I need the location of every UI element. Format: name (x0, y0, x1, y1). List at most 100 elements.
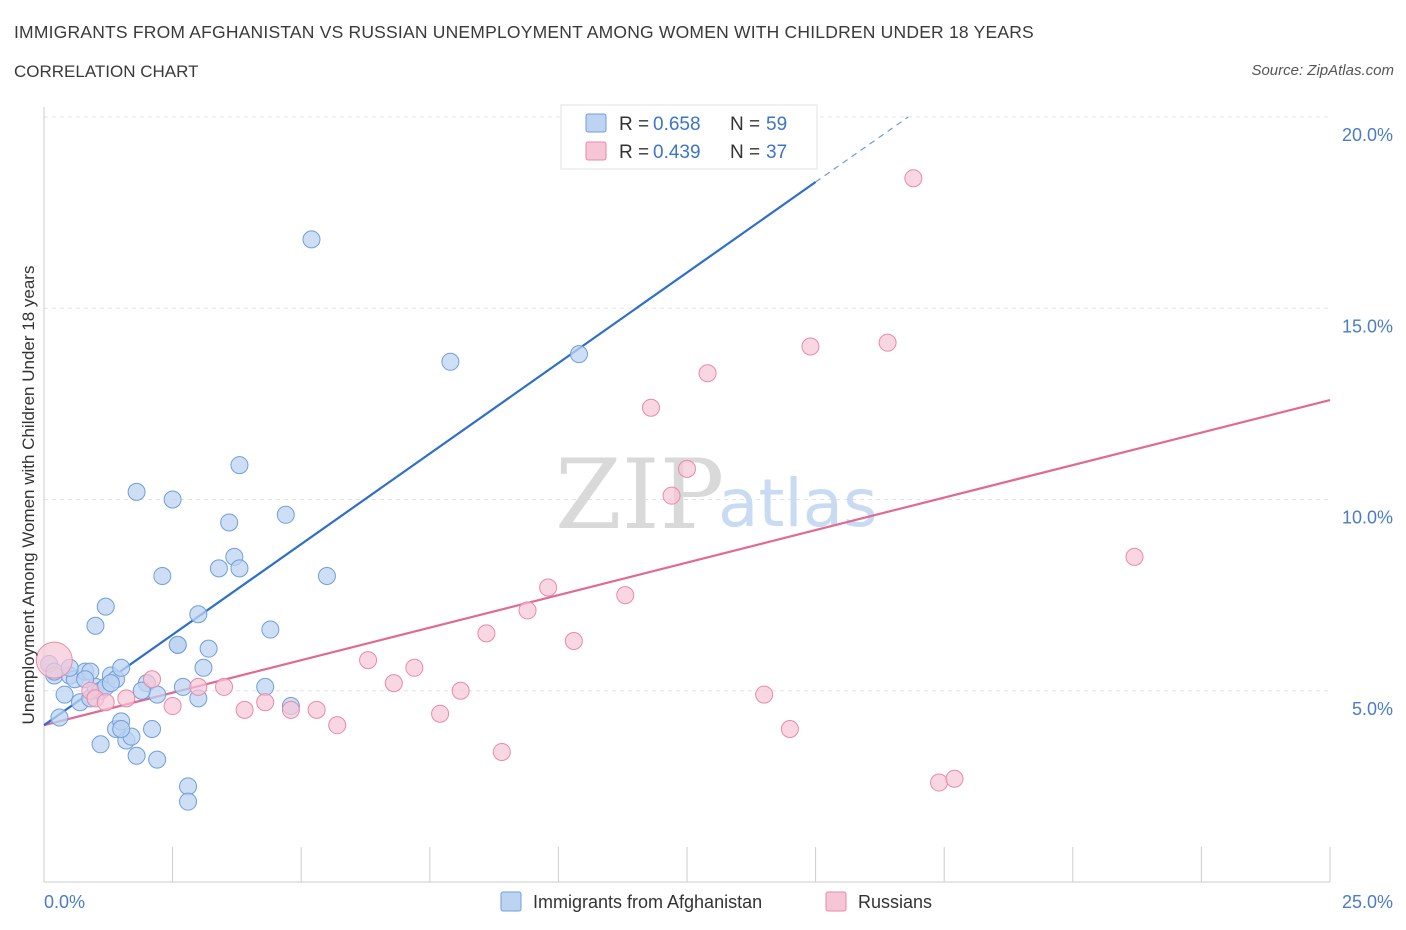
point-russians (641, 398, 660, 417)
point-afghanistan (132, 681, 151, 700)
point-russians (96, 693, 115, 712)
legend-n-label: N = (730, 142, 760, 163)
point-afghanistan (112, 720, 131, 738)
point-russians (117, 689, 136, 708)
point-afghanistan (230, 456, 249, 475)
point-russians (1125, 547, 1144, 566)
point-russians (328, 716, 347, 735)
point-russians (143, 670, 162, 689)
y-tick-label: 15.0% (1342, 316, 1393, 336)
axes (43, 107, 1331, 883)
point-russians (801, 337, 820, 356)
point-russians (307, 700, 326, 719)
point-afghanistan (441, 352, 460, 371)
point-russians (698, 364, 717, 383)
point-russians (281, 700, 300, 719)
point-afghanistan (86, 616, 105, 635)
legend-swatch-afghanistan (585, 113, 607, 133)
chart-subtitle: CORRELATION CHART (14, 62, 199, 81)
point-afghanistan (173, 677, 192, 696)
y-tick-label: 10.0% (1342, 508, 1393, 528)
point-russians (215, 677, 234, 696)
point-afghanistan (179, 777, 198, 796)
legend-swatch-russians (585, 141, 607, 161)
bottom-legend-label-afghanistan: Immigrants from Afghanistan (533, 892, 762, 912)
point-russians (35, 641, 73, 679)
point-russians (930, 773, 949, 792)
point-afghanistan (127, 482, 146, 501)
x-tick-labels: 0.0% 25.0% (44, 892, 1393, 912)
point-russians (189, 677, 208, 696)
bottom-legend-swatch-russians (825, 891, 847, 912)
point-afghanistan (50, 708, 69, 727)
point-russians (945, 769, 964, 788)
point-afghanistan (230, 559, 249, 578)
point-russians (518, 601, 537, 620)
point-afghanistan (55, 685, 74, 704)
point-afghanistan (143, 720, 162, 738)
x-tick-label: 25.0% (1342, 892, 1393, 912)
point-afghanistan (163, 490, 182, 509)
point-afghanistan (91, 735, 110, 754)
point-russians (662, 486, 681, 505)
point-russians (755, 685, 774, 704)
legend-r-label: R = (619, 142, 649, 163)
point-afghanistan (569, 345, 588, 364)
bottom-legend-swatch-afghanistan (500, 891, 522, 912)
point-afghanistan (317, 567, 336, 585)
point-russians (384, 674, 403, 693)
chart-title: IMMIGRANTS FROM AFGHANISTAN VS RUSSIAN U… (14, 22, 1034, 42)
trendline-afghanistan (43, 181, 817, 727)
point-afghanistan (168, 635, 187, 654)
point-afghanistan (179, 792, 198, 811)
point-russians (539, 578, 558, 597)
point-afghanistan (153, 567, 172, 585)
bottom-legend: Immigrants from Afghanistan Russians (500, 891, 932, 912)
point-afghanistan (194, 658, 213, 677)
legend-n-value: 59 (766, 114, 787, 135)
point-afghanistan (189, 605, 208, 624)
watermark-atlas: atlas (718, 465, 878, 542)
data-points (35, 169, 1144, 811)
point-afghanistan (96, 597, 115, 616)
bottom-legend-label-russians: Russians (858, 892, 932, 912)
y-tick-label: 5.0% (1352, 699, 1393, 719)
y-tick-label: 20.0% (1342, 125, 1393, 145)
point-afghanistan (302, 230, 321, 249)
point-russians (235, 700, 254, 719)
point-afghanistan (127, 746, 146, 765)
point-afghanistan (112, 658, 131, 677)
point-russians (780, 720, 799, 738)
legend-r-value: 0.439 (653, 142, 701, 163)
legend-r-value: 0.658 (653, 114, 701, 135)
y-tick-labels: 5.0% 10.0% 15.0% 20.0% (1342, 125, 1393, 719)
y-axis-label: Unemployment Among Women with Children U… (19, 266, 38, 725)
point-afghanistan (148, 685, 167, 704)
point-russians (564, 632, 583, 651)
trendline-afghanistan-extension (815, 116, 909, 183)
point-afghanistan (220, 513, 239, 532)
point-afghanistan (101, 674, 120, 693)
x-tick-label: 0.0% (44, 892, 85, 912)
point-russians (431, 704, 450, 723)
point-russians (492, 742, 511, 761)
point-russians (878, 333, 897, 352)
point-afghanistan (276, 505, 295, 524)
point-afghanistan (256, 677, 275, 696)
gridlines (44, 116, 1330, 692)
trendlines (43, 116, 1331, 727)
point-russians (616, 586, 635, 605)
source-credit: Source: ZipAtlas.com (1251, 62, 1394, 79)
watermark: ZIP atlas (555, 439, 878, 551)
point-afghanistan (199, 639, 218, 658)
point-russians (163, 697, 182, 716)
legend-n-value: 37 (766, 142, 787, 163)
point-russians (256, 693, 275, 712)
point-russians (359, 651, 378, 670)
point-russians (477, 624, 496, 643)
point-russians (451, 681, 470, 700)
legend-n-label: N = (730, 114, 760, 135)
top-legend: R = 0.658 N = 59 R = 0.439 N = 37 (560, 104, 818, 170)
watermark-zip: ZIP (555, 439, 724, 551)
